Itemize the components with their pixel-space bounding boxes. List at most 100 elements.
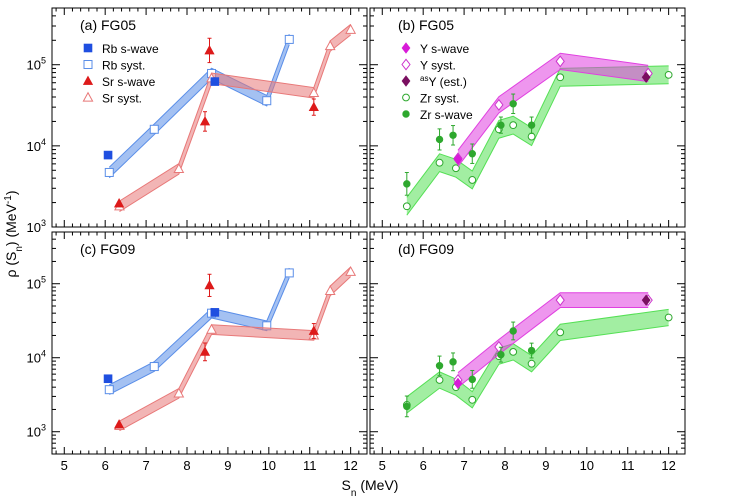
x-tick-label: 9	[224, 458, 231, 473]
syst-point	[527, 132, 536, 141]
legend-label: Zr syst.	[420, 92, 459, 106]
y-tick-base: 10	[27, 351, 41, 366]
x-tick-label: 5	[379, 458, 386, 473]
x-tick-label: 7	[142, 458, 149, 473]
y-tick-exponent: 4	[41, 349, 46, 359]
data-point-zr-s-wave	[435, 135, 444, 144]
legend-marker	[401, 75, 411, 87]
y-tick-base: 10	[27, 277, 41, 292]
syst-point	[173, 163, 185, 174]
x-tick-label: 8	[183, 458, 190, 473]
data-point-zr-s-wave	[468, 150, 476, 158]
syst-point	[527, 359, 536, 368]
syst-point	[104, 385, 114, 395]
panel-frame	[51, 231, 368, 455]
data-point-zr-s-wave	[468, 375, 476, 384]
syst-point	[556, 328, 565, 337]
band-sr-syst-	[119, 266, 351, 431]
syst-point	[206, 323, 217, 334]
y-tick-label: 103	[27, 218, 46, 235]
legend-label: Zr s-wave	[420, 108, 473, 122]
syst-point	[104, 167, 114, 177]
y-tick-label: 104	[27, 137, 46, 154]
syst-point	[284, 268, 294, 278]
x-tick-label: 11	[621, 458, 635, 473]
band-edge-upper	[406, 65, 669, 198]
band-edge-lower	[406, 83, 669, 216]
data-point-y-s-wave	[453, 377, 463, 390]
legend-label: Sr s-wave	[102, 75, 156, 89]
band-edge-lower	[457, 307, 649, 388]
syst-point	[452, 164, 460, 173]
data-point-sr-s-wave	[204, 279, 215, 290]
legend-marker	[401, 58, 411, 71]
band-zr-syst-	[406, 309, 669, 414]
legend-label-prefix: as	[420, 74, 428, 83]
syst-point	[555, 55, 565, 68]
x-tick-label: 6	[102, 458, 109, 473]
legend-marker	[401, 42, 411, 54]
data-point-zr-s-wave	[497, 350, 505, 359]
data-point-zr-s-wave	[403, 402, 411, 411]
panel-frame	[369, 7, 686, 228]
syst-point	[308, 87, 320, 97]
syst-point	[284, 34, 294, 44]
band-edge-lower	[457, 68, 649, 167]
syst-point	[435, 158, 444, 167]
panel-frame	[369, 231, 686, 455]
band-edge-upper	[119, 266, 351, 422]
syst-point	[509, 347, 518, 356]
data-point-zr-s-wave	[527, 121, 536, 129]
x-tick-label: 5	[61, 458, 68, 473]
data-point-sr-s-wave	[113, 419, 125, 429]
panel-title: (b) FG05	[398, 17, 454, 33]
x-tick-label: 11	[303, 458, 317, 473]
data-point-sr-s-wave	[113, 198, 125, 208]
y-tick-label: 105	[27, 275, 46, 292]
syst-point	[468, 176, 477, 184]
data-point-sr-s-wave	[308, 325, 319, 335]
panel-d: 5 6 7 8 9 10 11 12 (d) FG09	[369, 231, 686, 473]
syst-point	[402, 202, 411, 211]
panel-title: (c) FG09	[80, 241, 135, 257]
y-tick-exponent: 3	[41, 218, 46, 228]
syst-point	[324, 40, 336, 51]
data-point-zr-s-wave	[497, 121, 505, 129]
band-edge-upper	[119, 24, 351, 202]
legend-marker	[402, 93, 410, 102]
x-tick-label: 12	[661, 458, 675, 473]
syst-point	[555, 294, 565, 307]
legend-label: asY (est.)	[420, 74, 467, 89]
x-tick-label: 12	[343, 458, 357, 473]
band-edge-lower	[406, 325, 669, 414]
syst-point	[149, 362, 159, 372]
legend-label: Sr syst.	[102, 92, 142, 106]
y-axis-title: ρ (Sn) (MeV-1)	[3, 191, 25, 278]
data-point-sr-s-wave	[199, 346, 211, 356]
band-edge-upper	[108, 33, 290, 168]
data-point-y-s-wave	[453, 153, 463, 166]
y-tick-label: 104	[27, 349, 46, 366]
legend-label: Y s-wave	[420, 42, 469, 56]
band-y-syst-	[457, 292, 649, 388]
band-edge-lower	[109, 277, 290, 395]
syst-point	[468, 395, 477, 404]
data-point-sr-s-wave	[204, 45, 215, 55]
x-tick-label: 10	[262, 458, 276, 473]
plot-area-c	[103, 265, 357, 432]
data-point-zr-s-wave	[509, 100, 517, 108]
x-tick-label: 6	[420, 458, 427, 473]
legend-label: Y syst.	[420, 59, 456, 73]
data-point-zr-s-wave	[449, 358, 457, 366]
legend-marker	[83, 60, 93, 69]
y-tick-label: 103	[27, 423, 46, 440]
data-point-sr-s-wave	[199, 116, 211, 126]
x-tick-label: 7	[460, 458, 467, 473]
data-point-zr-s-wave	[403, 180, 411, 188]
x-tick-label: 10	[580, 458, 594, 473]
band-y-syst-	[457, 53, 649, 167]
data-point-rb-s-wave	[210, 308, 220, 317]
panel-b: (b) FG05 Y s-wave Y syst.asY (est.) Zr syst…	[369, 7, 686, 228]
legend-label-main: Y (est.)	[428, 75, 466, 89]
